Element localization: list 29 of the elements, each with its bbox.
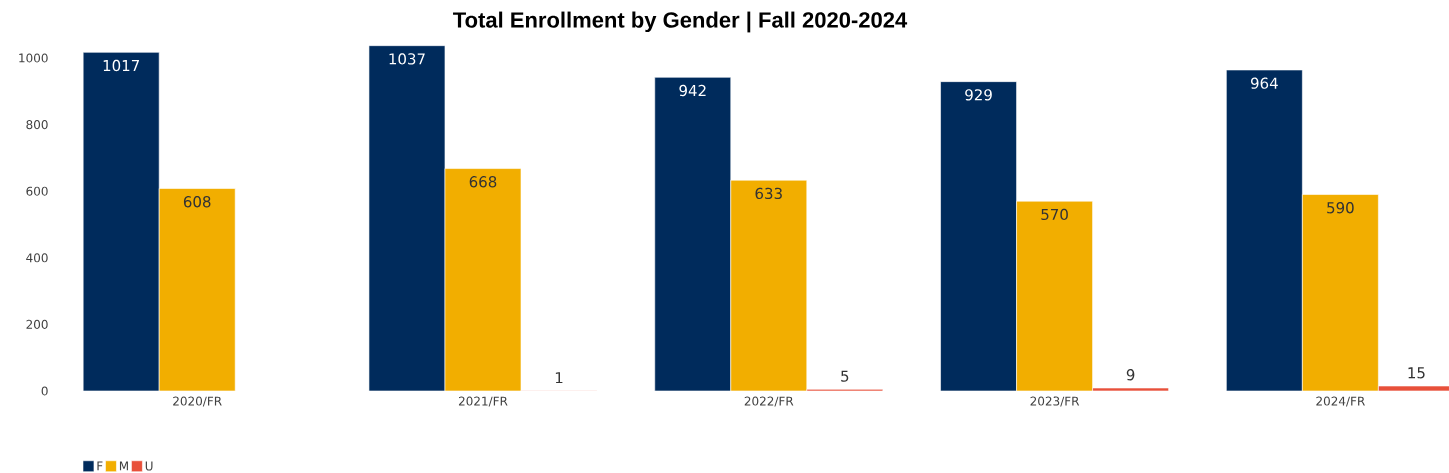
x-tick-label: 2022/FR (744, 396, 794, 407)
x-tick-label: 2023/FR (1030, 396, 1080, 407)
data-label: 5 (841, 370, 849, 382)
y-tick-label: 800 (26, 120, 48, 130)
data-label: 590 (1327, 202, 1354, 214)
legend-label: U (145, 461, 153, 471)
y-tick-label: 600 (26, 186, 48, 196)
data-label: 1017 (103, 59, 139, 72)
data-label: 929 (965, 89, 992, 101)
data-label: 1037 (389, 53, 425, 65)
data-label: 942 (679, 84, 706, 97)
y-tick-label: 1000 (19, 53, 48, 63)
legend-label: M (119, 461, 128, 471)
x-tick-label: 2021/FR (458, 396, 508, 407)
x-tick-label: 2024/FR (1316, 396, 1365, 407)
x-tick-label: 2020/FR (173, 396, 222, 407)
y-tick-label: 200 (26, 319, 48, 329)
data-label: 608 (183, 196, 211, 208)
y-tick-label: 400 (26, 253, 48, 263)
data-label: 570 (1041, 208, 1068, 221)
legend-label: F (97, 461, 103, 471)
data-label: 1 (555, 372, 563, 384)
data-label: 668 (469, 176, 497, 188)
y-tick-label: 0 (41, 386, 48, 396)
data-label: 633 (755, 187, 782, 200)
data-label: 15 (1408, 367, 1425, 379)
data-label: 9 (1126, 369, 1135, 381)
data-label: 964 (1250, 77, 1278, 89)
chart-title: Total Enrollment by Gender | Fall 2020-2024 (453, 11, 908, 33)
